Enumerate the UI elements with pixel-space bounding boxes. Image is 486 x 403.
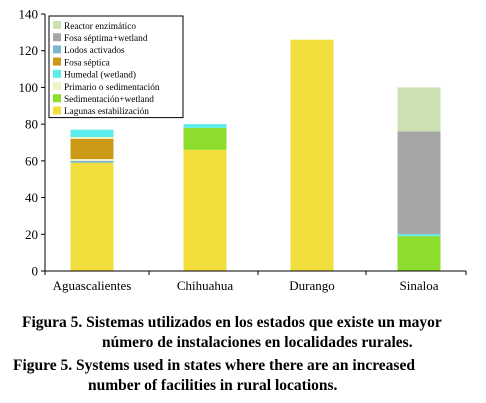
legend-swatch-lagunas-estabilizacion: [53, 106, 61, 115]
bar-durango-lagunas-estabilizacion-0: [290, 39, 334, 272]
y-tick-label-20: 20: [25, 227, 38, 242]
bar-aguascalientes-lodos-activados-1: [70, 160, 114, 163]
legend-label-primario-o-sedimentacion: Primario o sedimentación: [64, 83, 160, 93]
x-tick-label-durango: Durango: [289, 278, 335, 293]
bar-sinaloa-reactor-enzimatico-3: [397, 87, 441, 132]
bar-aguascalientes-lagunas-estabilizacion-0: [70, 162, 114, 271]
bar-aguascalientes-fosa-septica-3: [70, 138, 114, 160]
axes-group: 0 20 40 60 80 100 120 140 Aguascalientes Chihuahu…: [19, 7, 467, 293]
bars-group: [70, 39, 441, 272]
bar-aguascalientes-primario-o-sedimentacion-2: [70, 159, 114, 161]
stacked-bar-chart: 0 20 40 60 80 100 120 140 Aguascalientes Chihuahu…: [19, 7, 467, 293]
legend-box: [48, 15, 184, 119]
bar-chihuahua-lagunas-estabilizacion-0: [183, 149, 227, 271]
legend-swatch-primario-o-sedimentacion: [53, 82, 61, 90]
y-tick-label-60: 60: [25, 153, 38, 168]
legend-label-lodos-activados: Lodos activados: [64, 46, 125, 56]
bar-chihuahua-sedimentacion-wetland-1: [183, 127, 227, 150]
legend-label-fosa-septima-wetland: Fosa séptima+wetland: [64, 34, 148, 44]
x-tick-label-chihuahua: Chihuahua: [177, 278, 234, 293]
legend-label-reactor-enzimatico: Reactor enzimático: [64, 22, 136, 32]
legend-swatch-lodos-activados: [53, 45, 61, 54]
caption-en-text-1: Systems used in states where there are a…: [76, 357, 415, 374]
figure-caption: Figura 5. Sistemas utilizados en los est…: [0, 313, 486, 398]
legend: Reactor enzimático Fosa séptima+wetland Lo…: [48, 15, 184, 119]
caption-es-line-1: Figura 5. Sistemas utilizados en los est…: [22, 313, 442, 332]
caption-es-text-1: Sistemas utilizados en los estados que e…: [86, 314, 442, 331]
legend-swatch-reactor-enzimatico: [53, 21, 61, 29]
y-tick-label-0: 0: [32, 264, 39, 279]
legend-label-humedal-wetland: Humedal (wetland): [64, 70, 136, 81]
bar-chihuahua-humedal-wetland-2: [183, 124, 227, 128]
caption-en-text-2: number of facilities in rural locations.: [88, 377, 338, 394]
bar-sinaloa-sedimentacion-wetland-0: [397, 236, 441, 271]
legend-swatch-humedal-wetland: [53, 69, 61, 78]
legend-swatch-fosa-septica: [53, 57, 61, 66]
legend-label-fosa-septica: Fosa séptica: [64, 58, 110, 68]
caption-en-line-1: Figure 5. Systems used in states where t…: [13, 356, 415, 375]
y-tick-label-40: 40: [25, 190, 38, 205]
caption-en-label: Figure 5.: [13, 357, 73, 374]
x-tick-label-aguascalientes: Aguascalientes: [53, 278, 132, 293]
bar-aguascalientes-primario-o-sedimentacion-4: [70, 136, 114, 139]
y-tick-label-100: 100: [19, 80, 39, 95]
bar-sinaloa-humedal-wetland-1: [397, 234, 441, 237]
legend-label-lagunas-estabilizacion: Lagunas estabilización: [64, 107, 149, 117]
y-tick-label-140: 140: [19, 7, 39, 22]
legend-label-sedimentacion-wetland: Sedimentación+wetland: [64, 95, 154, 105]
caption-es-label: Figura 5.: [22, 314, 83, 331]
bar-aguascalientes-humedal-wetland-5: [70, 129, 114, 137]
y-tick-label-80: 80: [25, 117, 38, 132]
y-tick-label-120: 120: [19, 43, 39, 58]
caption-es-text-2: número de instalaciones en localidades r…: [102, 334, 413, 351]
legend-swatch-fosa-septima-wetland: [53, 33, 61, 42]
bar-sinaloa-fosa-septima-wetland-2: [397, 131, 441, 235]
legend-swatch-sedimentacion-wetland: [53, 94, 61, 103]
x-tick-label-sinaloa: Sinaloa: [400, 278, 439, 293]
